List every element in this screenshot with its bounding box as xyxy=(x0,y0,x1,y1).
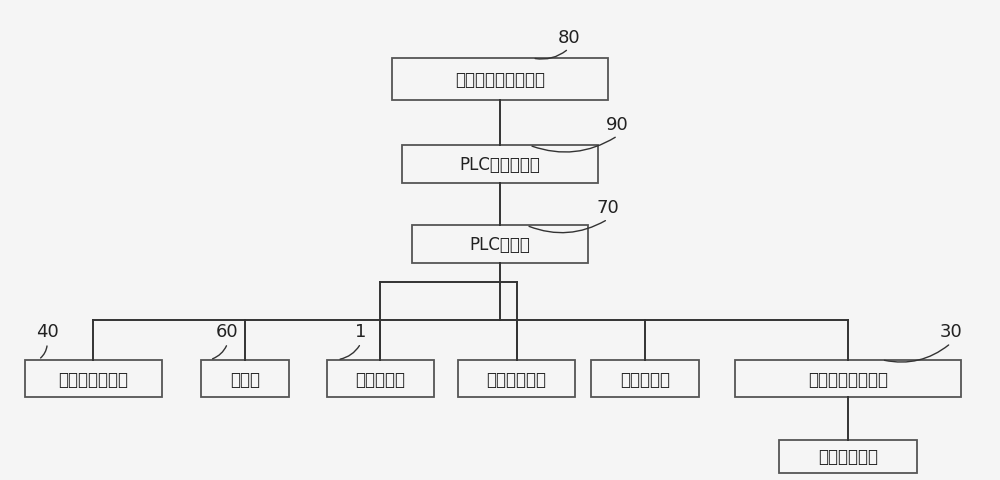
Text: PLC控制器: PLC控制器 xyxy=(470,236,530,254)
Bar xyxy=(458,360,575,397)
Text: 60: 60 xyxy=(216,323,239,341)
Bar xyxy=(591,360,699,397)
Bar xyxy=(25,360,162,397)
Bar xyxy=(201,360,289,397)
Text: 气态溶氧平衡装置: 气态溶氧平衡装置 xyxy=(808,370,888,388)
Text: PLC无线通讯器: PLC无线通讯器 xyxy=(460,156,540,174)
Bar xyxy=(392,59,608,101)
Text: 1: 1 xyxy=(355,323,367,341)
Text: 80: 80 xyxy=(557,29,580,47)
Text: 40: 40 xyxy=(36,323,59,341)
Text: 30: 30 xyxy=(939,323,962,341)
Text: 氧气监测装置: 氧气监测装置 xyxy=(487,370,547,388)
Text: 70: 70 xyxy=(596,199,619,217)
Bar xyxy=(779,440,916,473)
Text: 气液薄膜开关: 气液薄膜开关 xyxy=(818,447,878,466)
Bar xyxy=(402,146,598,183)
Bar xyxy=(735,360,961,397)
Text: 数据发送和接收终端: 数据发送和接收终端 xyxy=(455,71,545,89)
Text: 氧气传感器: 氧气传感器 xyxy=(355,370,405,388)
Bar xyxy=(327,360,434,397)
Text: 90: 90 xyxy=(606,116,629,134)
Text: 液位监测仪: 液位监测仪 xyxy=(620,370,670,388)
Text: 调频泵: 调频泵 xyxy=(230,370,260,388)
Bar xyxy=(412,226,588,264)
Text: 气液界面发生器: 气液界面发生器 xyxy=(58,370,128,388)
